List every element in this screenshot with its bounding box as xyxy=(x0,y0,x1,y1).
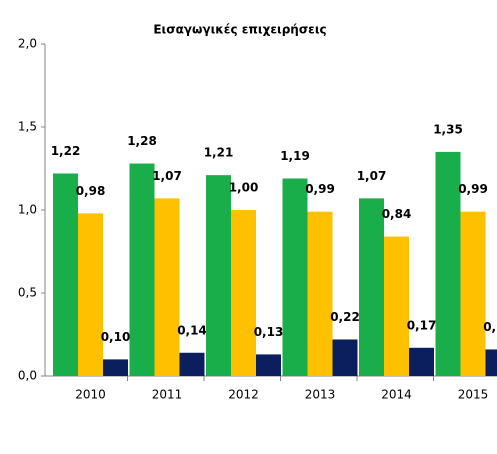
value-label: 0,10 xyxy=(101,330,131,344)
y-tick-label: 1,0 xyxy=(18,203,37,217)
value-label: 1,19 xyxy=(280,149,310,163)
bar xyxy=(179,352,205,376)
value-label: 0,99 xyxy=(305,182,335,196)
value-label: 1,07 xyxy=(152,169,182,183)
value-label: 1,00 xyxy=(229,181,259,195)
x-tick-label: 2015 xyxy=(458,388,489,402)
bar xyxy=(206,175,231,376)
x-tick-label: 2013 xyxy=(305,388,336,402)
x-tick-label: 2011 xyxy=(152,388,183,402)
value-label: 0,13 xyxy=(254,325,284,339)
bar xyxy=(485,349,497,376)
bar xyxy=(256,354,281,376)
x-tick-label: 2012 xyxy=(228,388,259,402)
value-label: 0,17 xyxy=(407,318,437,332)
value-label: 1,07 xyxy=(357,169,387,183)
bar xyxy=(460,211,486,376)
bar xyxy=(103,359,128,376)
bar xyxy=(307,211,333,376)
bar xyxy=(129,163,155,376)
y-tick-label: 0,0 xyxy=(18,369,37,383)
y-tick-label: 0,5 xyxy=(18,286,37,300)
y-tick-label: 1,5 xyxy=(18,120,37,134)
x-tick-label: 2010 xyxy=(75,388,106,402)
value-label: 0,22 xyxy=(330,310,360,324)
bar xyxy=(154,198,180,376)
bar xyxy=(384,236,409,376)
chart-title: Εισαγωγικές επιχειρήσεις xyxy=(153,23,326,37)
value-label: 1,35 xyxy=(433,122,463,136)
value-label: 1,28 xyxy=(127,134,157,148)
bar xyxy=(435,151,461,376)
value-label: 1,21 xyxy=(204,146,234,160)
bar xyxy=(332,339,358,376)
bar xyxy=(78,213,103,376)
bar xyxy=(282,178,308,376)
y-tick-label: 2,0 xyxy=(18,37,37,51)
value-label: 0,14 xyxy=(177,323,207,337)
value-label: 0,99 xyxy=(458,182,488,196)
bar xyxy=(409,347,434,376)
value-label: 1,22 xyxy=(51,144,81,158)
x-tick-label: 2014 xyxy=(381,388,412,402)
value-label: 0,16 xyxy=(483,320,497,334)
bar xyxy=(231,210,256,376)
value-label: 0,84 xyxy=(382,207,412,221)
bar xyxy=(53,173,78,376)
value-label: 0,98 xyxy=(76,184,106,198)
bar xyxy=(359,198,384,376)
